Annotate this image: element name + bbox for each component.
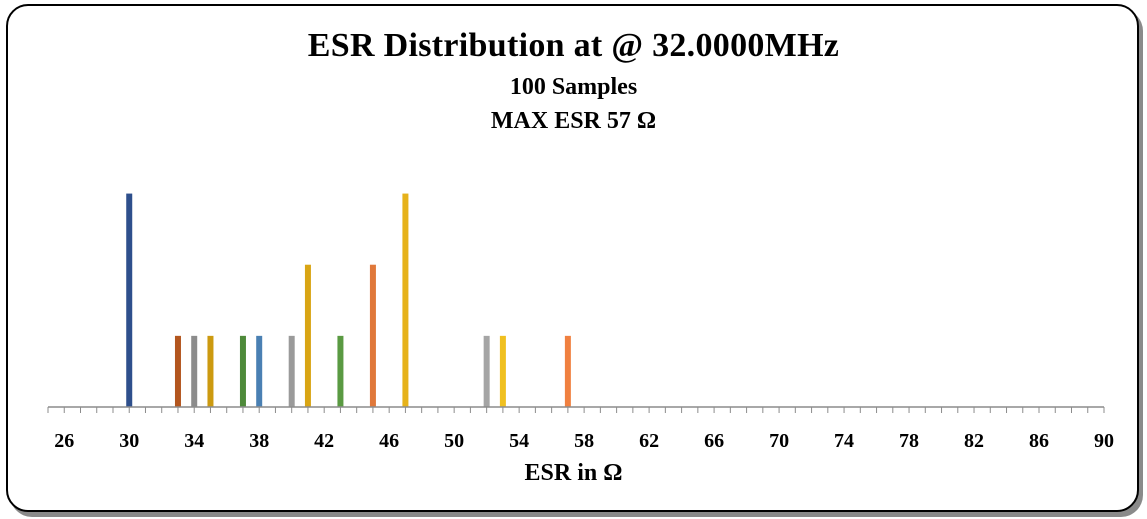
chart-subtitle: 100 Samples <box>509 74 638 100</box>
bar-esr-41 <box>304 264 311 407</box>
bar-esr-38 <box>256 335 263 407</box>
bar-esr-30 <box>126 193 133 407</box>
x-tick-label: 26 <box>54 430 74 452</box>
x-tick-label: 42 <box>314 430 334 452</box>
chart-subtitle-max-esr: MAX ESR 57 Ω <box>490 108 657 134</box>
x-tick-label: 70 <box>769 430 789 452</box>
x-tick-label: 66 <box>704 430 724 452</box>
x-tick-label: 54 <box>509 430 529 452</box>
x-tick-labels: 26 30 34 38 42 46 50 54 58 62 66 70 74 78 82 86 90 <box>54 430 1114 452</box>
bar-esr-57 <box>564 335 571 407</box>
bar-esr-34 <box>191 335 198 407</box>
x-tick-label: 82 <box>964 430 984 452</box>
chart-frame <box>6 4 1139 512</box>
x-tick-label: 86 <box>1029 430 1049 452</box>
chart-title: ESR Distribution at @ 32.0000MHz <box>307 27 840 64</box>
x-tick-label: 38 <box>249 430 269 452</box>
x-tick-label: 62 <box>639 430 659 452</box>
x-tick-label: 46 <box>379 430 399 452</box>
bars-layer <box>126 193 571 407</box>
bar-esr-45 <box>369 264 376 407</box>
bar-esr-53 <box>499 335 506 407</box>
x-axis-title: ESR in Ω <box>524 460 623 486</box>
bar-esr-52 <box>483 335 490 407</box>
x-tick-label: 30 <box>119 430 139 452</box>
x-tick-label: 90 <box>1094 430 1114 452</box>
bar-esr-35 <box>207 335 214 407</box>
bar-esr-37 <box>239 335 246 407</box>
bar-esr-33 <box>174 335 181 407</box>
bar-esr-40 <box>288 335 295 407</box>
x-tick-label: 78 <box>899 430 919 452</box>
x-ticks <box>47 407 1105 413</box>
x-tick-label: 34 <box>184 430 204 452</box>
bar-esr-47 <box>402 193 409 407</box>
bar-esr-43 <box>337 335 344 407</box>
x-tick-label: 58 <box>574 430 594 452</box>
x-tick-label: 74 <box>834 430 854 452</box>
x-tick-label: 50 <box>444 430 464 452</box>
